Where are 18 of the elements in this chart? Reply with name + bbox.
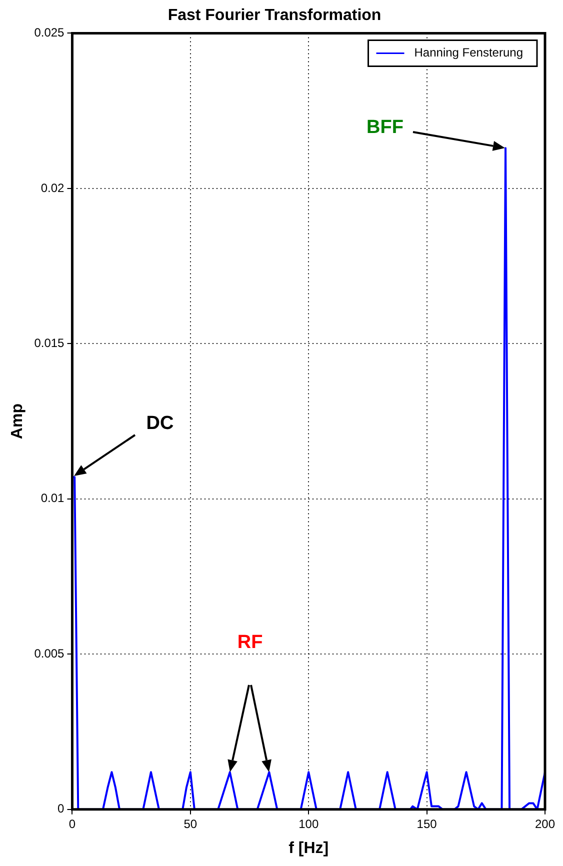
chart-title: Fast Fourier Transformation xyxy=(168,7,382,24)
legend-label: Hanning Fensterung xyxy=(414,46,524,60)
x-tick-label: 200 xyxy=(534,816,556,831)
y-tick-label: 0 xyxy=(58,802,65,816)
y-tick-label: 0.01 xyxy=(40,491,65,506)
y-tick-label: 0.02 xyxy=(40,180,65,195)
annotation: BFF xyxy=(366,117,404,138)
annotation: DC xyxy=(146,413,174,434)
y-tick-label: 0.015 xyxy=(34,336,65,350)
annotation: RF xyxy=(237,632,263,654)
x-axis-title: f [Hz] xyxy=(288,840,329,857)
x-tick-label: 50 xyxy=(184,816,198,831)
y-tick-label: 0.005 xyxy=(34,646,65,660)
x-tick-label: 100 xyxy=(298,816,319,831)
y-tick-label: 0.025 xyxy=(34,26,65,40)
y-axis-title: Amp xyxy=(9,403,26,440)
x-tick-label: 0 xyxy=(68,816,76,831)
x-tick-label: 150 xyxy=(416,816,438,831)
